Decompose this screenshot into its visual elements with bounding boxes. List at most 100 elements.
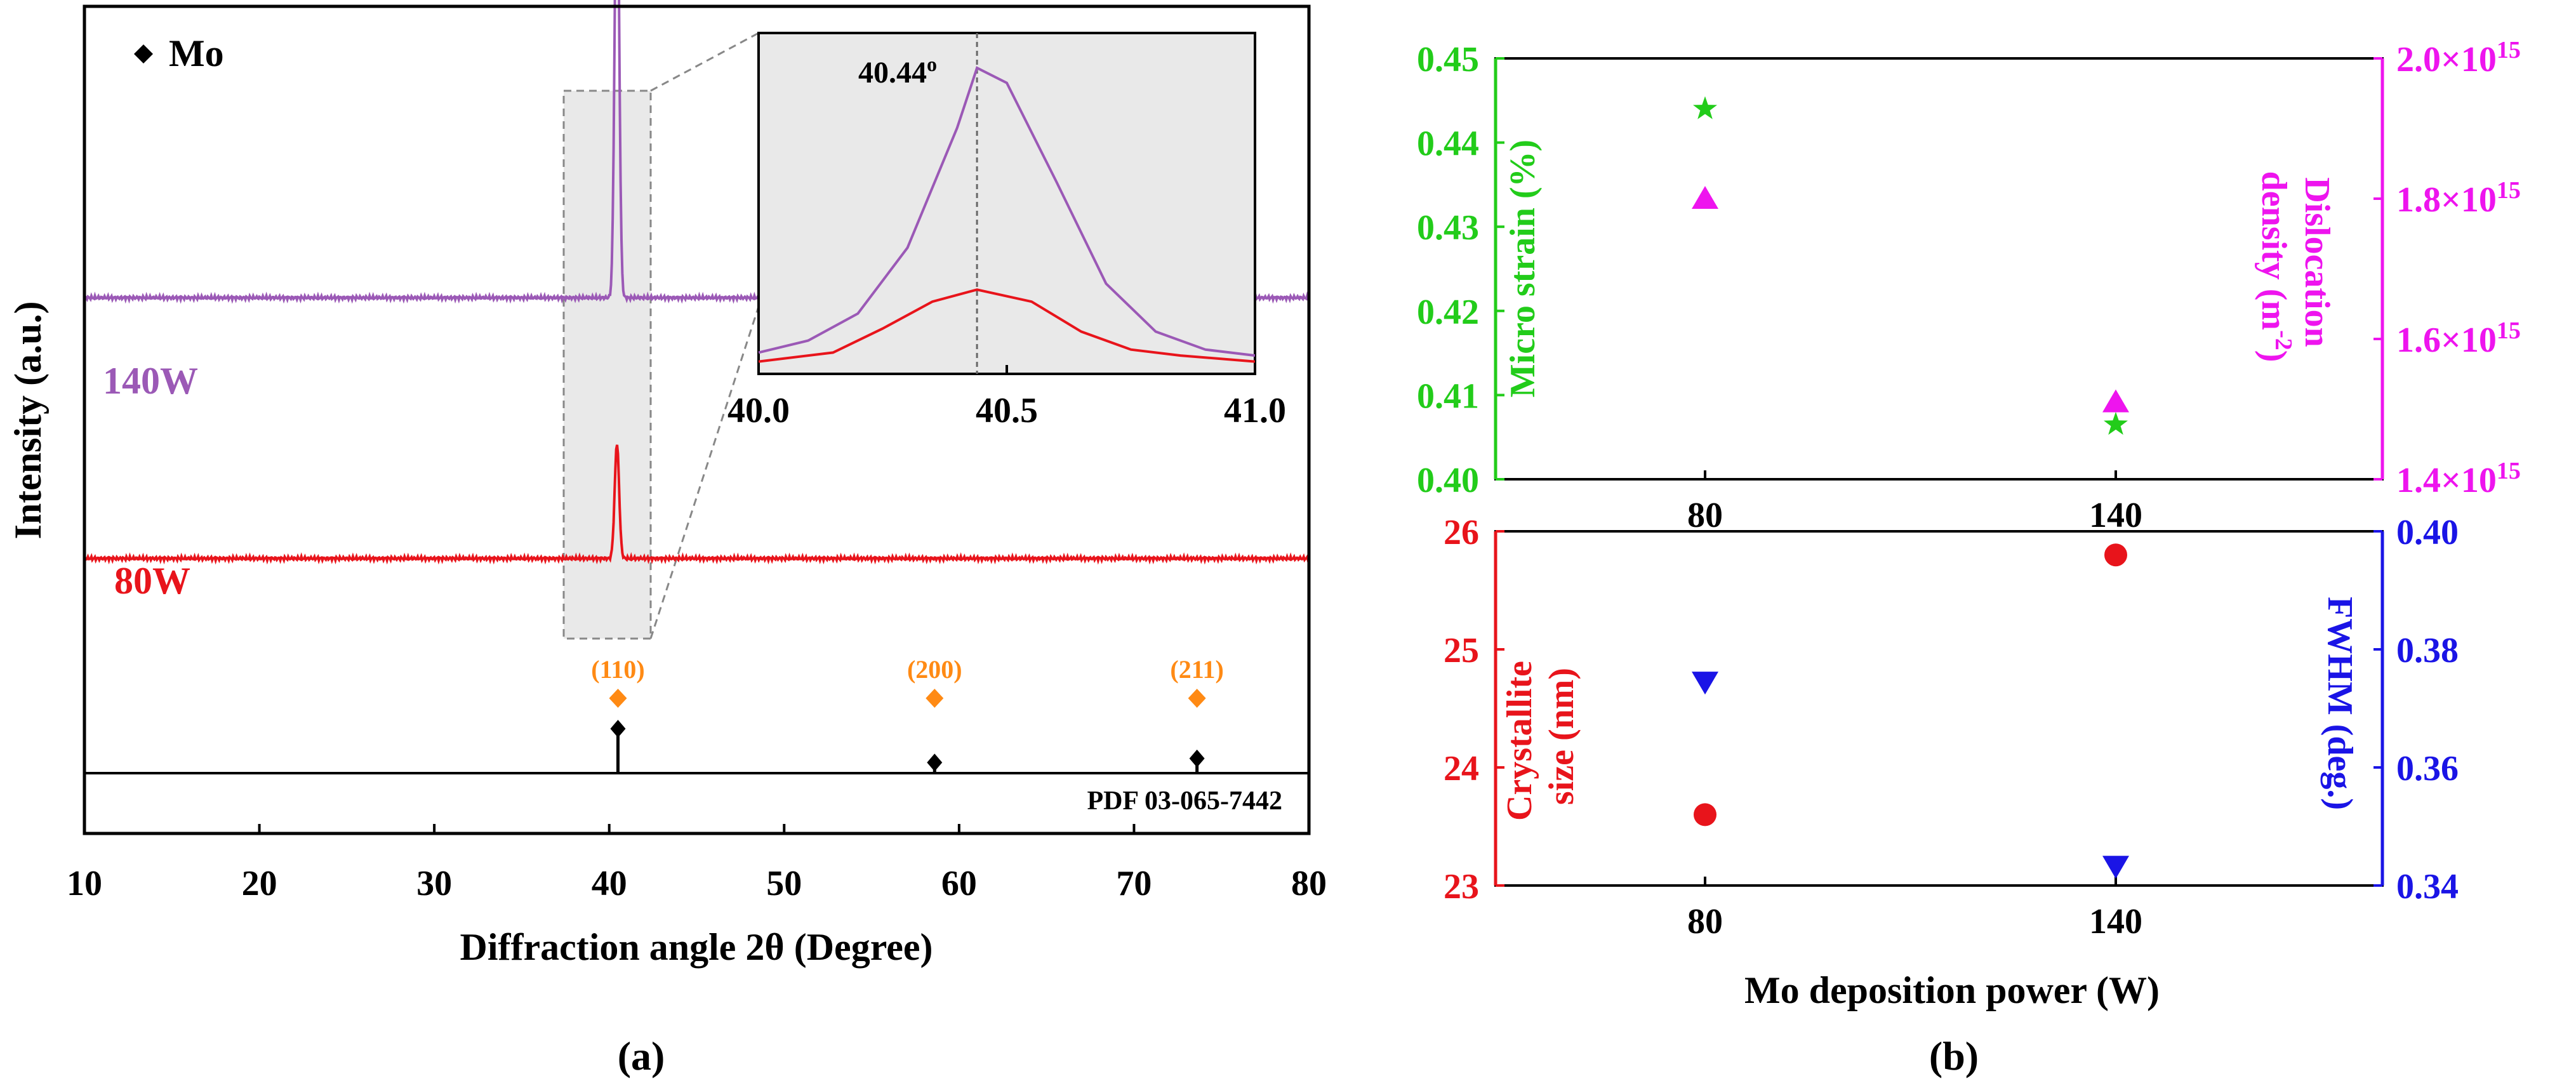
- legend-label: Mo: [169, 32, 224, 74]
- left-y-tick-label: 0.41: [1417, 376, 1479, 416]
- reference-diamond-marker: [927, 753, 943, 772]
- right-y-tick-label: 1.6×1015: [2396, 317, 2521, 360]
- x-tick-label: 140: [2089, 496, 2142, 535]
- right-y-tick-label: 0.38: [2396, 631, 2459, 670]
- micro-strain-axis-ticks: 0.40 0.41 0.42 0.43 0.44 0.45: [1417, 40, 1504, 500]
- x-tick-label: 40: [592, 864, 627, 903]
- zoom-connector-top: [650, 32, 759, 92]
- reference-diamond-marker: [610, 720, 626, 738]
- x-tick-label: 80: [1687, 902, 1723, 941]
- bottom-plot-frame: [1494, 530, 2384, 887]
- triangle-down-marker: [1692, 672, 1718, 695]
- hkl-label: (110): [591, 655, 644, 684]
- right-y-tick-label: 0.36: [2396, 749, 2459, 788]
- inset-x-tick-label: 40.5: [976, 391, 1038, 430]
- right-y-tick-label: 0.34: [2396, 867, 2459, 906]
- crystallite-title-line1: Crystallite: [1500, 661, 1539, 821]
- inset-x-tick-label: 41.0: [1224, 391, 1286, 430]
- inset-background: [757, 32, 1256, 375]
- inset-peak-unit: o: [927, 53, 937, 76]
- triangle-up-marker: [1692, 186, 1718, 209]
- crystallite-fwhm-plot: 23 24 25 26 0.34 0.36 0.38 0.40 80 140 Crystall…: [1444, 513, 2459, 941]
- crystallite-axis-ticks: 23 24 25 26: [1444, 513, 1504, 906]
- x-axis-label: Diffraction angle 2θ (Degree): [460, 926, 933, 968]
- dislocation-title-line1: Dislocation: [2297, 177, 2337, 347]
- top-plot-frame: [1494, 57, 2384, 481]
- inset-line-140w: [758, 66, 1256, 357]
- hkl-label: (200): [907, 655, 962, 684]
- shaded-peak-region: [562, 90, 652, 640]
- xrd-line-80w: [83, 444, 1310, 565]
- inset-x-axis-ticks: 40.0 40.5 41.0: [727, 365, 1286, 430]
- x-tick-label: 140: [2089, 902, 2142, 941]
- circle-marker: [1694, 803, 1716, 826]
- left-y-tick-label: 26: [1444, 513, 1479, 552]
- hkl-diamond-marker: [1188, 689, 1206, 708]
- series-label-80w: 80W: [114, 560, 190, 602]
- dislocation-title-exp: -2: [2270, 330, 2297, 350]
- top-x-axis-ticks: 80 140: [1687, 470, 2142, 535]
- micro-strain-axis-title: Micro strain (%): [1503, 140, 1543, 397]
- left-y-tick-label: 0.44: [1417, 124, 1479, 164]
- y-axis-label: Intensity (a.u.): [7, 301, 49, 539]
- right-y-tick-label: 2.0×1015: [2396, 37, 2521, 79]
- hkl-label: (211): [1170, 655, 1223, 684]
- left-y-tick-label: 23: [1444, 867, 1479, 906]
- x-tick-label: 50: [766, 864, 802, 903]
- x-tick-label: 70: [1116, 864, 1152, 903]
- left-y-tick-label: 0.42: [1417, 293, 1479, 332]
- star-marker: [1693, 96, 1717, 119]
- zoom-connector-bottom: [649, 306, 760, 639]
- inset-curves: [758, 66, 1256, 363]
- strain-dislocation-plot: 0.40 0.41 0.42 0.43 0.44 0.45 1.4×1015 1.6×101…: [1417, 37, 2521, 535]
- fwhm-axis-title: FWHM (deg.): [2320, 597, 2360, 810]
- fwhm-axis-ticks: 0.34 0.36 0.38 0.40: [2374, 513, 2459, 906]
- panel-a-xrd-chart: (110) (200) (211) PDF 03-065-7442 10 20 30 40…: [7, 0, 1327, 1078]
- dislocation-title-line2: density (m: [2254, 171, 2294, 330]
- inset-peak-annotation: 40.44o: [858, 53, 937, 90]
- inset-peak-value: 40.44: [858, 56, 927, 90]
- reference-label: PDF 03-065-7442: [1087, 786, 1282, 816]
- hkl-diamond-marker: [926, 689, 944, 708]
- bottom-data-markers: [1692, 543, 2129, 879]
- left-y-tick-label: 0.40: [1417, 461, 1479, 500]
- panel-b-label: (b): [1929, 1033, 1979, 1078]
- inset-x-tick-label: 40.0: [727, 391, 790, 430]
- x-tick-label: 10: [67, 864, 102, 903]
- dislocation-axis-ticks: 1.4×1015 1.6×1015 1.8×1015 2.0×1015: [2374, 37, 2521, 500]
- legend-diamond-marker: [134, 44, 153, 63]
- legend: Mo: [134, 32, 224, 74]
- panel-a-label: (a): [618, 1033, 665, 1078]
- reference-diamond-marker: [1189, 749, 1205, 767]
- x-tick-label: 80: [1291, 864, 1327, 903]
- x-axis-ticks: 10 20 30 40 50 60 70 80: [67, 824, 1327, 903]
- panel-b-charts: 0.40 0.41 0.42 0.43 0.44 0.45 1.4×1015 1.6×101…: [1417, 37, 2521, 1078]
- left-y-tick-label: 25: [1444, 631, 1479, 670]
- crystallite-title-line2: size (nm): [1542, 668, 1581, 805]
- plot-frame: [83, 4, 1311, 835]
- series-label-140w: 140W: [103, 360, 198, 402]
- hkl-diamond-marker: [609, 689, 627, 708]
- left-y-tick-label: 24: [1444, 749, 1479, 788]
- crystallite-axis-title: Crystallite size (nm): [1500, 652, 1581, 821]
- dislocation-axis-title: Dislocation density (m-2): [2254, 171, 2337, 362]
- circle-marker: [2104, 543, 2127, 567]
- x-tick-label: 20: [242, 864, 277, 903]
- bottom-x-axis-ticks: 80 140: [1687, 877, 2142, 941]
- inset-line-80w: [758, 288, 1256, 363]
- inset-zoom-plot: 40.44o 40.0 40.5 41.0: [727, 32, 1286, 430]
- dislocation-title-close: ): [2254, 350, 2294, 362]
- triangle-up-marker: [2102, 389, 2129, 413]
- right-y-tick-label: 1.8×1015: [2396, 177, 2521, 220]
- right-y-tick-label: 1.4×1015: [2396, 458, 2521, 500]
- left-y-tick-label: 0.43: [1417, 208, 1479, 248]
- right-y-tick-label: 0.40: [2396, 513, 2459, 552]
- x-tick-label: 30: [416, 864, 452, 903]
- x-axis-label-b: Mo deposition power (W): [1744, 969, 2160, 1011]
- x-tick-label: 80: [1687, 496, 1723, 535]
- x-tick-label: 60: [941, 864, 977, 903]
- top-data-markers: [1692, 96, 2129, 435]
- star-marker: [2104, 411, 2128, 435]
- left-y-tick-label: 0.45: [1417, 40, 1479, 79]
